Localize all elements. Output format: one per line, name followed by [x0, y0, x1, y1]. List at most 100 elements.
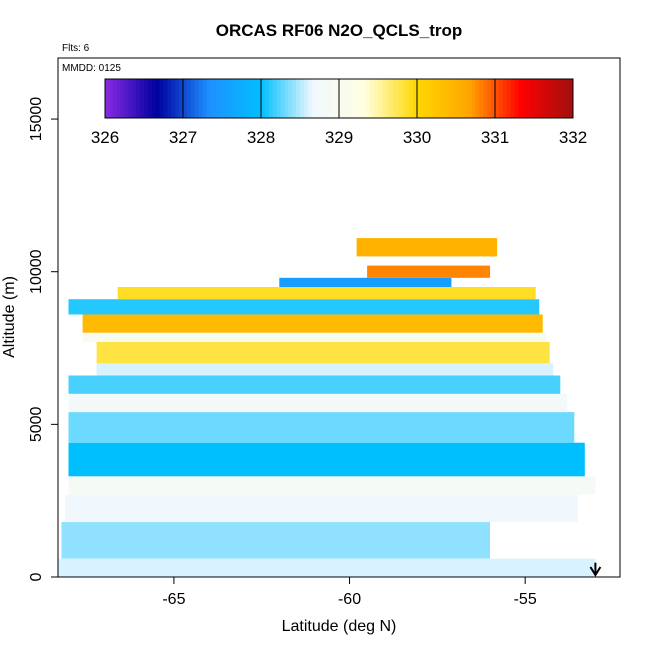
colorbar-segment: [541, 79, 547, 118]
colorbar-segment: [561, 79, 566, 118]
colorbar-segment: [190, 79, 196, 118]
colorbar-segment: [549, 79, 554, 118]
colorbar-segment: [444, 79, 449, 118]
colorbar-segment: [452, 79, 457, 118]
y-tick-label: 10000: [28, 249, 45, 294]
colorbar-segment: [151, 79, 157, 118]
colorbar-segment: [565, 79, 570, 118]
colorbar-segment: [467, 79, 472, 118]
colorbar-segment: [159, 79, 164, 118]
colorbar-segment: [350, 79, 355, 118]
colorbar-segment: [225, 79, 231, 118]
colorbar: 326 327 328 329 330 331 332: [91, 78, 587, 147]
colorbar-segment: [261, 79, 266, 118]
y-axis-label: Altitude (m): [1, 276, 18, 358]
y-tick-label: 0: [28, 572, 45, 581]
colorbar-segment: [144, 79, 149, 118]
heatmap-cell-0: [58, 558, 596, 577]
x-tick-label: -60: [338, 591, 361, 608]
heatmap-cell-7: [68, 375, 561, 394]
colorbar-segment: [420, 79, 426, 118]
colorbar-segment: [253, 79, 258, 118]
colorbar-segment: [171, 79, 176, 118]
y-axis: 0 5000 10000 15000: [28, 97, 58, 581]
date-annotation: MMDD: 0125: [62, 63, 121, 74]
colorbar-segment: [194, 79, 199, 118]
colorbar-segment: [280, 79, 285, 118]
colorbar-segment: [183, 79, 188, 118]
colorbar-segment: [514, 79, 519, 118]
colorbar-segment: [479, 79, 484, 118]
colorbar-segment: [300, 79, 305, 118]
colorbar-segment: [303, 79, 309, 118]
colorbar-segment: [374, 79, 379, 118]
colorbar-segment: [120, 79, 125, 118]
colorbar-segment: [124, 79, 129, 118]
colorbar-segment: [440, 79, 445, 118]
colorbar-segment: [339, 79, 344, 118]
colorbar-segment: [284, 79, 289, 118]
colorbar-segment: [342, 79, 348, 118]
colorbar-segment: [428, 79, 433, 118]
colorbar-segment: [186, 79, 192, 118]
colorbar-segment: [448, 79, 453, 118]
colorbar-segment: [116, 79, 121, 118]
colorbar-segment: [381, 79, 387, 118]
colorbar-segment: [147, 79, 153, 118]
colorbar-segment: [315, 79, 320, 118]
colorbar-segment: [569, 79, 574, 118]
colorbar-segment: [272, 79, 277, 118]
colorbar-segment: [401, 79, 406, 118]
heatmap-cell-10: [82, 332, 547, 342]
colorbar-segment: [257, 79, 262, 118]
colorbar-segment: [413, 79, 418, 118]
colorbar-segment: [288, 79, 293, 118]
y-tick-label: 5000: [28, 406, 45, 442]
colorbar-segment: [140, 79, 145, 118]
colorbar-segment: [249, 79, 254, 118]
plot-cells: [58, 238, 596, 577]
heatmap-cell-16: [367, 265, 490, 278]
colorbar-segment: [292, 79, 297, 118]
colorbar-segment: [518, 79, 523, 118]
colorbar-segment: [241, 79, 246, 118]
colorbar-tick-label: 328: [247, 128, 275, 147]
x-tick-label: -65: [162, 591, 185, 608]
colorbar-segment: [526, 79, 531, 118]
x-axis-label: Latitude (deg N): [282, 618, 397, 635]
colorbar-tick-label: 330: [403, 128, 431, 147]
colorbar-segment: [202, 79, 207, 118]
heatmap-cell-8: [96, 363, 554, 376]
colorbar-segment: [397, 79, 402, 118]
colorbar-segment: [132, 79, 137, 118]
colorbar-segment: [358, 79, 363, 118]
colorbar-tick-label: 326: [91, 128, 119, 147]
colorbar-segment: [218, 79, 223, 118]
colorbar-segment: [167, 79, 172, 118]
colorbar-segment: [475, 79, 480, 118]
heatmap-cell-12: [68, 299, 540, 315]
colorbar-segment: [346, 79, 352, 118]
colorbar-segment: [471, 79, 476, 118]
colorbar-segment: [537, 79, 543, 118]
colorbar-segment: [354, 79, 359, 118]
colorbar-segment: [417, 79, 422, 118]
colorbar-segment: [545, 79, 550, 118]
colorbar-segment: [506, 79, 511, 118]
colorbar-segment: [155, 79, 160, 118]
colorbar-segment: [307, 79, 313, 118]
chart-title: ORCAS RF06 N2O_QCLS_trop: [216, 21, 463, 40]
colorbar-tick-label: 331: [481, 128, 509, 147]
colorbar-segment: [436, 79, 441, 118]
colorbar-segment: [136, 79, 141, 118]
colorbar-segment: [530, 79, 535, 118]
y-tick-label: 15000: [28, 97, 45, 142]
colorbar-segment: [487, 79, 492, 118]
colorbar-segment: [385, 79, 391, 118]
colorbar-segment: [229, 79, 235, 118]
colorbar-segment: [459, 79, 465, 118]
colorbar-segment: [108, 79, 114, 118]
colorbar-segment: [105, 79, 110, 118]
colorbar-segment: [370, 79, 375, 118]
colorbar-segment: [331, 79, 336, 118]
